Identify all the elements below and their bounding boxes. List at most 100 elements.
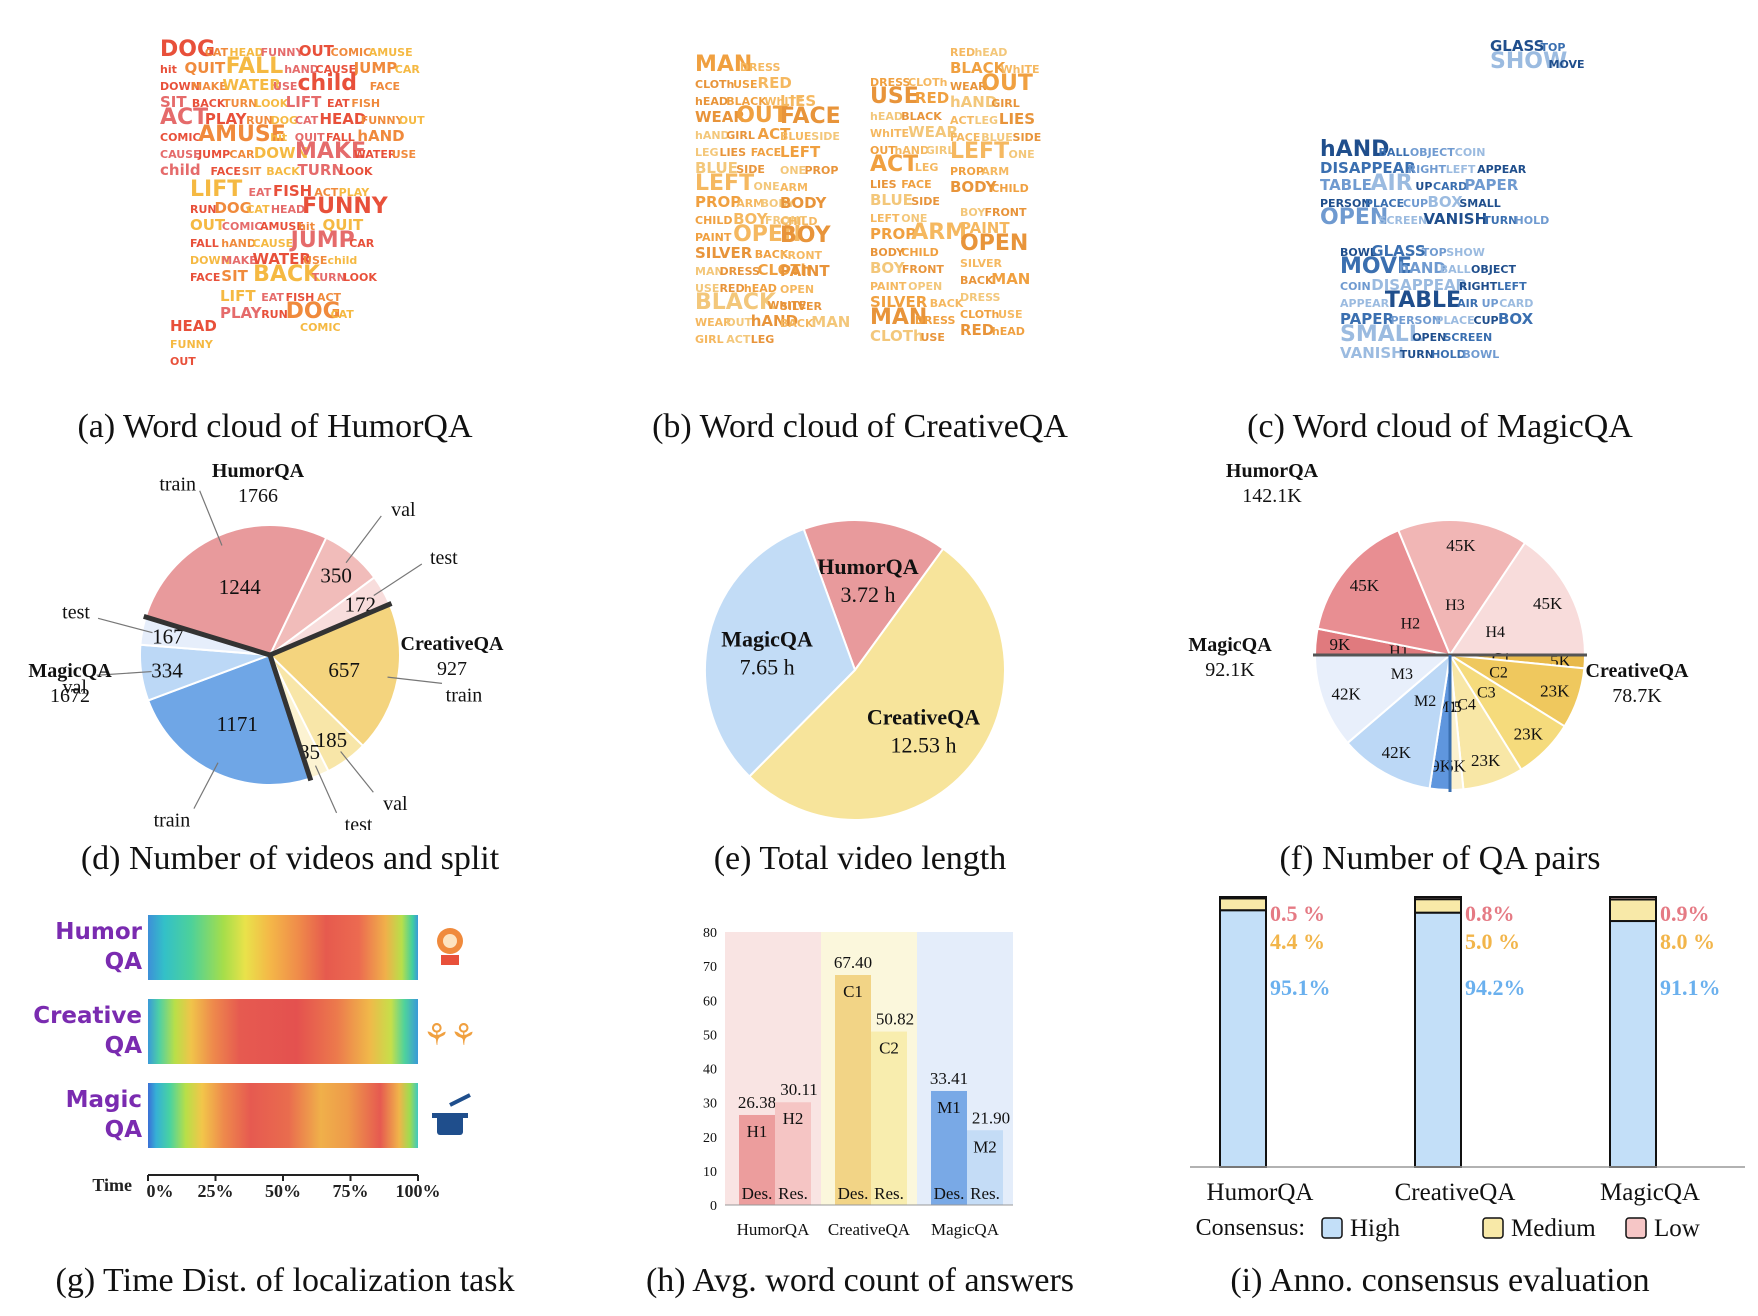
cloud-word: OPEN — [1412, 331, 1446, 344]
slice-code: M3 — [1391, 666, 1413, 683]
cloud-word: TURN — [1400, 348, 1434, 361]
group-name: HumorQA — [1226, 460, 1319, 482]
magic-hat-brim-icon — [432, 1113, 468, 1118]
bar-value: 67.40 — [834, 953, 872, 972]
cloud-word: RUN — [190, 203, 217, 216]
cloud-word: BLUE — [780, 130, 811, 143]
cloud-word: WhITE — [767, 299, 806, 312]
slice-label: test — [345, 814, 373, 830]
cloud-word: CAUSE — [160, 148, 201, 161]
legend-label: High — [1350, 1215, 1401, 1242]
cloud-word: FACE — [211, 165, 241, 178]
cloud-word: BOX — [1427, 193, 1463, 211]
group-total: 927 — [437, 658, 467, 680]
pie-slice — [1346, 652, 1452, 790]
cloud-word: SIDE — [811, 130, 840, 143]
segment-value: 94.2% — [1465, 975, 1526, 1000]
cloud-word: MAN — [695, 52, 752, 77]
row-label: Humor — [55, 919, 142, 945]
slice-label: test — [430, 547, 458, 569]
cloud-word: USE — [998, 308, 1022, 321]
cloud-word: CAUSE — [253, 237, 294, 250]
cloud-word: OPEN — [960, 231, 1028, 256]
bar — [931, 1090, 967, 1205]
cloud-word: hAND — [950, 93, 997, 111]
slice-value: 23K — [1540, 682, 1570, 701]
cloud-word: ACT — [758, 125, 792, 143]
cloud-word: LIFT — [220, 287, 256, 305]
cloud-word: PAPER — [1340, 310, 1394, 328]
clown-face-icon — [443, 934, 457, 948]
y-tick-label: 40 — [703, 1063, 717, 1078]
cloud-word: EAT — [327, 97, 350, 110]
category-label: HumorQA — [1207, 1179, 1314, 1206]
pie-videos-split: 1244train350val172test657train185val85te… — [28, 460, 504, 830]
cloud-word: PAINT — [960, 219, 1010, 237]
cloud-word: OPEN — [780, 283, 814, 296]
cloud-word: HEAD — [271, 203, 305, 216]
cloud-word: FRONT — [780, 249, 823, 262]
stacked-segment — [1414, 911, 1462, 1168]
cloud-word: hEAD — [974, 46, 1007, 59]
bar — [835, 974, 871, 1205]
segment-value: 0.5 % — [1270, 901, 1325, 926]
group-name: CreativeQA — [401, 633, 504, 655]
cloud-word: MOVE — [1340, 254, 1412, 279]
slice-value: 9K — [1329, 635, 1351, 654]
cloud-word: MAN — [870, 305, 927, 330]
group-name: CreativeQA — [1586, 660, 1689, 682]
cloud-word: FALL — [326, 131, 355, 144]
cloud-word: USE — [695, 282, 719, 295]
cloud-word: FUNNY — [302, 194, 389, 219]
pie-slice — [747, 547, 1006, 821]
cloud-word: MAKE — [295, 139, 366, 164]
slice-value: 657 — [328, 658, 360, 682]
pie-slice — [1448, 541, 1587, 656]
cloud-word: PAINT — [870, 280, 907, 293]
leader-line — [97, 617, 153, 634]
cloud-word: BODY — [761, 197, 796, 210]
cloud-word: MAKE — [221, 254, 257, 267]
cloud-word: ACT — [726, 333, 751, 346]
cloud-word: OUT — [299, 42, 335, 60]
bar-code: C2 — [879, 1039, 899, 1058]
cloud-word: USE — [392, 148, 416, 161]
slice-value: 12.53 h — [891, 732, 957, 757]
caption-d: (d) Number of videos and split — [80, 840, 500, 877]
cloud-word: DOWN — [160, 80, 200, 93]
caption-g: (g) Time Dist. of localization task — [55, 1262, 515, 1299]
bar-label: Res. — [874, 1184, 904, 1203]
cloud-word: hAND — [284, 63, 319, 76]
cloud-word: SCREEN — [1379, 214, 1428, 227]
cloud-word: BLACK — [950, 59, 1007, 77]
cloud-word: CHILD — [780, 215, 818, 228]
caption-c: (c) Word cloud of MagicQA — [1247, 408, 1633, 445]
legend-title: Consensus: — [1196, 1215, 1305, 1241]
caption-f: (f) Number of QA pairs — [1279, 840, 1601, 877]
cloud-word: PLACE — [1435, 314, 1474, 327]
group-total: 78.7K — [1612, 685, 1662, 707]
cloud-word: DOG — [286, 299, 341, 324]
slice-value: 3.72 h — [840, 582, 895, 607]
cloud-word: APPEAR — [1340, 297, 1390, 310]
cloud-word: ONE — [901, 212, 927, 225]
cloud-word: RUN — [246, 114, 273, 127]
slice-value: 42K — [1382, 743, 1412, 762]
cloud-word: SIDE — [1013, 131, 1042, 144]
cloud-word: AIR — [1371, 171, 1413, 196]
cloud-word: hAND — [894, 144, 929, 157]
segment-value: 0.9% — [1660, 901, 1710, 926]
group-separator — [143, 614, 271, 658]
cloud-word: BACK — [780, 317, 814, 330]
leader-line — [387, 676, 443, 684]
cloud-word: HOLD — [1431, 348, 1466, 361]
tick-label: 25% — [198, 1181, 234, 1201]
bar-label: Des. — [838, 1184, 869, 1203]
cloud-word: BALL — [1379, 146, 1410, 159]
stacked-segment — [1219, 909, 1267, 1168]
cloud-word: OUT — [726, 316, 752, 329]
slice-value: 1244 — [219, 575, 262, 599]
cloud-word: TURN — [223, 97, 257, 110]
group-name: MagicQA — [28, 660, 112, 682]
